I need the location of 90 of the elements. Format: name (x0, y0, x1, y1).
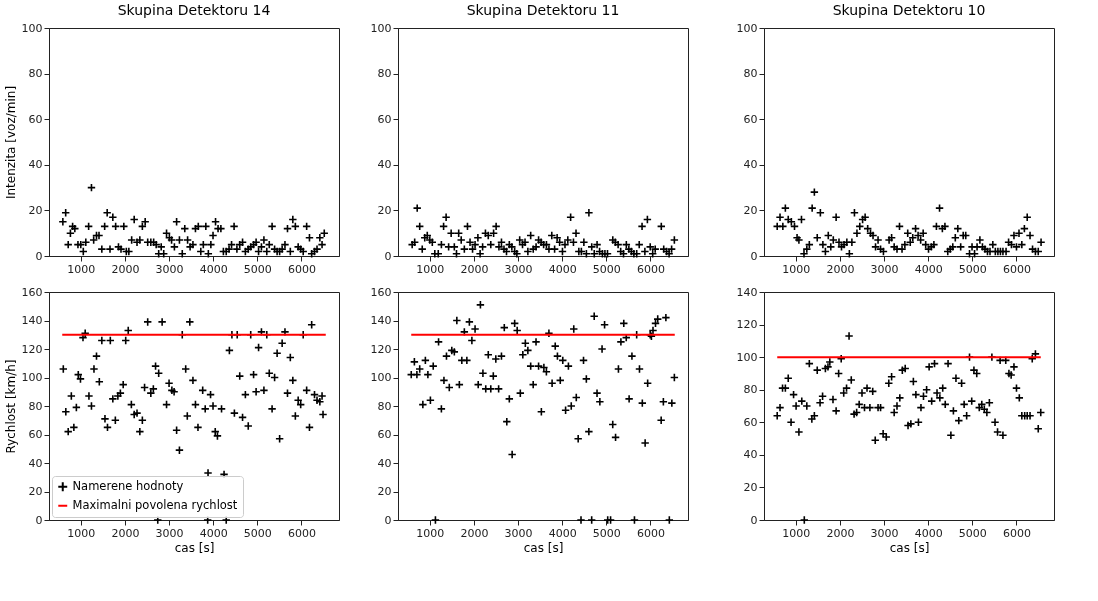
y-tick-label: 0 (35, 513, 43, 527)
x-tick-label: 2000 (826, 526, 855, 540)
x-tick-label: 1000 (782, 262, 811, 276)
y-tick-label: 40 (28, 158, 43, 172)
x-tick-label: 4000 (199, 526, 228, 540)
chart-title: Skupina Detektoru 11 (466, 2, 620, 18)
y-tick-label: 80 (28, 399, 43, 413)
x-tick-label: 2000 (460, 526, 489, 540)
y-tick-label: 160 (21, 285, 43, 299)
x-tick-label: 1000 (782, 526, 811, 540)
x-tick-label: 2000 (826, 262, 855, 276)
x-tick-label: 6000 (636, 262, 665, 276)
x-tick-label: 4000 (199, 262, 228, 276)
y-tick-label: 60 (28, 428, 43, 441)
y-tick-label: 120 (21, 342, 43, 356)
y-tick-label: 80 (28, 67, 43, 81)
chart-title: Skupina Detektoru 14 (117, 2, 271, 18)
legend-label: Maximalni povolena rychlost (72, 497, 238, 512)
y-tick-label: 60 (377, 428, 392, 441)
x-tick-label: 1000 (416, 526, 445, 540)
x-tick-label: 4000 (914, 262, 943, 276)
x-tick-label: 3000 (870, 262, 899, 276)
y-tick-label: 60 (743, 112, 758, 126)
x-tick-label: 5000 (958, 526, 987, 540)
x-tick-label: 1000 (416, 262, 445, 276)
y-tick-label: 40 (377, 456, 392, 470)
x-tick-label: 2000 (111, 262, 140, 276)
x-tick-label: 5000 (592, 526, 621, 540)
y-tick-label: 0 (384, 513, 392, 527)
x-axis-title: cas [s] (889, 540, 930, 555)
x-tick-label: 5000 (243, 262, 272, 276)
y-tick-label: 80 (377, 399, 392, 413)
y-tick-label: 100 (736, 21, 758, 35)
x-tick-label: 5000 (958, 262, 987, 276)
x-tick-label: 3000 (155, 262, 184, 276)
y-tick-label: 100 (21, 21, 43, 35)
x-tick-label: 4000 (548, 526, 577, 540)
y-axis-title: Intenzita [voz/min] (3, 85, 18, 200)
x-axis-title: cas [s] (523, 540, 564, 555)
y-tick-label: 0 (35, 249, 43, 263)
x-tick-label: 1000 (67, 526, 96, 540)
y-tick-label: 160 (370, 285, 392, 299)
y-tick-label: 20 (28, 203, 43, 217)
x-tick-label: 2000 (460, 262, 489, 276)
y-tick-label: 40 (743, 158, 758, 172)
y-tick-label: 40 (28, 456, 43, 470)
y-axis-title: Rychlost [km/h] (3, 359, 18, 454)
x-tick-label: 4000 (914, 526, 943, 540)
x-tick-label: 6000 (287, 262, 316, 276)
y-tick-label: 120 (736, 318, 758, 332)
y-tick-label: 100 (736, 350, 758, 364)
y-tick-label: 140 (370, 314, 392, 327)
y-tick-label: 60 (28, 112, 43, 126)
x-tick-label: 2000 (111, 526, 140, 540)
y-tick-label: 80 (743, 383, 758, 397)
y-tick-label: 20 (377, 485, 392, 498)
y-tick-label: 60 (377, 112, 392, 126)
x-tick-label: 4000 (548, 262, 577, 276)
x-tick-label: 3000 (870, 526, 899, 540)
y-tick-label: 60 (743, 415, 758, 429)
x-tick-label: 3000 (155, 526, 184, 540)
y-tick-label: 120 (370, 342, 392, 356)
y-tick-label: 40 (743, 448, 758, 462)
y-tick-label: 40 (377, 158, 392, 172)
x-tick-label: 6000 (636, 526, 665, 540)
y-tick-label: 0 (384, 249, 392, 263)
y-tick-label: 20 (28, 485, 43, 498)
y-tick-label: 100 (370, 371, 392, 384)
y-tick-label: 140 (21, 314, 43, 327)
y-tick-label: 20 (743, 480, 758, 494)
x-tick-label: 6000 (1002, 262, 1031, 276)
x-tick-label: 3000 (504, 526, 533, 540)
x-tick-label: 3000 (504, 262, 533, 276)
x-tick-label: 5000 (592, 262, 621, 276)
y-tick-label: 0 (750, 513, 758, 527)
x-tick-label: 6000 (287, 526, 316, 540)
y-tick-label: 140 (736, 285, 758, 299)
x-tick-label: 6000 (1002, 526, 1031, 540)
y-tick-label: 80 (743, 67, 758, 81)
x-tick-label: 5000 (243, 526, 272, 540)
y-tick-label: 100 (370, 21, 392, 35)
x-tick-label: 1000 (67, 262, 96, 276)
y-tick-label: 20 (743, 203, 758, 217)
chart-title: Skupina Detektoru 10 (832, 2, 986, 18)
y-tick-label: 80 (377, 67, 392, 81)
y-tick-label: 20 (377, 203, 392, 217)
y-tick-label: 0 (750, 249, 758, 263)
x-axis-title: cas [s] (174, 540, 215, 555)
legend-label: Namerene hodnoty (72, 478, 184, 493)
y-tick-label: 100 (21, 371, 43, 384)
